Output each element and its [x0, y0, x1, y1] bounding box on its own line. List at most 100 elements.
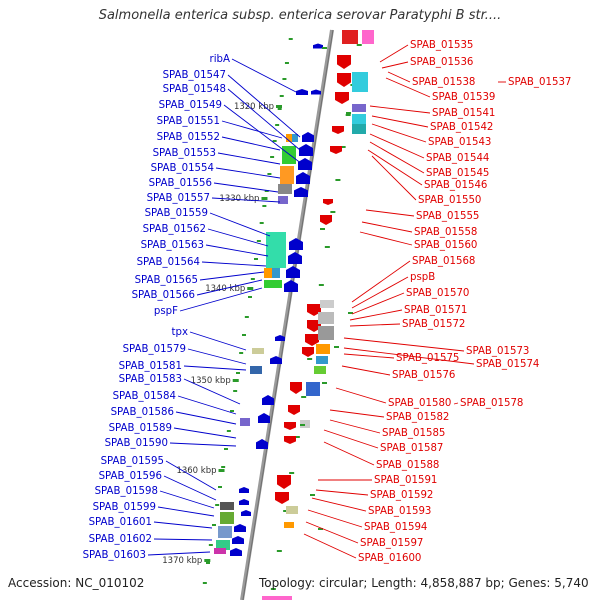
scale-tick-left	[221, 466, 226, 468]
gene-function-block	[282, 146, 296, 164]
left-label-leader-line	[201, 261, 267, 267]
right-label-leader-line	[351, 260, 411, 303]
left-label-leader-line	[227, 88, 301, 151]
scale-tick-left	[212, 524, 216, 526]
gene-function-block	[250, 366, 262, 374]
left-gene-label: SPAB_01590	[105, 438, 168, 449]
right-gene-label: SPAB_01587	[380, 443, 443, 454]
left-gene-label: SPAB_01563	[141, 240, 204, 251]
reverse-strand-gene-arrow	[286, 266, 300, 278]
reverse-strand-gene-arrow	[298, 158, 312, 170]
gene-marker-dot	[300, 424, 305, 426]
scale-tick-left	[226, 430, 231, 432]
reverse-strand-gene-arrow	[294, 187, 308, 197]
left-label-leader-line	[179, 287, 263, 312]
right-label-leader-line	[369, 105, 431, 114]
left-gene-label: SPAB_01598	[95, 486, 158, 497]
left-gene-label: SPAB_01564	[137, 257, 200, 268]
gene-function-block	[292, 134, 298, 142]
reverse-strand-gene-arrow	[296, 89, 308, 95]
left-label-leader-line	[223, 104, 303, 165]
gene-function-block	[252, 348, 264, 354]
left-gene-label: SPAB_01565	[135, 275, 198, 286]
left-gene-label: tpx	[172, 327, 189, 338]
left-gene-label: SPAB_01596	[99, 471, 162, 482]
right-label-leader-line	[315, 489, 369, 496]
left-gene-label: SPAB_01589	[109, 423, 172, 434]
left-label-leader-line	[221, 120, 283, 139]
left-gene-label: SPAB_01547	[163, 70, 226, 81]
left-gene-label: pspF	[154, 306, 178, 317]
right-label-leader-line	[311, 497, 367, 512]
gene-function-block	[278, 196, 288, 204]
right-gene-label: SPAB_01542	[430, 122, 493, 133]
right-gene-label: SPAB_01580	[388, 398, 451, 409]
left-gene-label: SPAB_01557	[147, 193, 210, 204]
right-gene-label: SPAB_01578	[460, 398, 523, 409]
scale-tick-left	[254, 258, 258, 260]
forward-strand-gene-arrow	[284, 422, 296, 430]
kbp-position-label: 1360 kbp	[176, 466, 216, 476]
kbp-position-tick	[232, 379, 239, 382]
right-label-leader-line	[349, 309, 403, 321]
gene-function-block	[218, 526, 232, 538]
scale-tick-right	[324, 246, 330, 248]
right-label-leader-line	[343, 337, 465, 352]
gene-function-block	[264, 280, 282, 288]
right-gene-label: SPAB_01594	[364, 522, 427, 533]
right-label-leader-line	[371, 155, 417, 201]
forward-strand-gene-arrow	[337, 73, 351, 87]
right-gene-label: SPAB_01555	[416, 211, 479, 222]
right-gene-label: SPAB_01600	[358, 553, 421, 564]
scale-tick-left	[288, 38, 293, 40]
left-label-leader-line	[173, 427, 237, 439]
gene-function-block	[318, 326, 334, 340]
right-label-leader-line	[361, 221, 413, 233]
gene-marker-dot	[322, 47, 327, 49]
scale-tick-right	[318, 284, 324, 286]
right-label-leader-line	[379, 44, 409, 63]
scale-tick-left	[250, 278, 255, 280]
gene-function-block	[342, 30, 358, 44]
right-label-leader-line	[365, 209, 415, 217]
right-gene-label: pspB	[410, 272, 435, 283]
left-label-leader-line	[153, 521, 213, 529]
left-gene-label: SPAB_01579	[123, 344, 186, 355]
right-gene-label: SPAB_01572	[402, 319, 465, 330]
left-label-leader-line	[217, 152, 281, 165]
reverse-strand-gene-arrow	[234, 524, 246, 532]
gene-function-block	[306, 382, 320, 396]
scale-tick-left	[239, 352, 244, 354]
scale-tick-left	[279, 95, 284, 97]
gene-marker-dot	[310, 494, 315, 496]
right-gene-label: SPAB_01568	[412, 256, 475, 267]
forward-strand-gene-arrow	[320, 215, 332, 225]
right-label-leader-line	[335, 387, 387, 404]
left-label-leader-line	[221, 136, 281, 151]
right-gene-label: SPAB_01588	[376, 460, 439, 471]
scale-tick-right	[335, 179, 341, 181]
reverse-strand-gene-arrow	[239, 487, 249, 493]
gene-function-block	[214, 548, 226, 554]
gene-function-block	[216, 540, 230, 550]
left-label-leader-line	[159, 490, 215, 509]
kbp-position-label: 1340 kbp	[205, 284, 245, 294]
forward-strand-gene-arrow	[330, 146, 342, 154]
scale-tick-left	[206, 562, 210, 564]
right-label-leader-line	[367, 149, 423, 186]
left-gene-label: SPAB_01581	[119, 361, 182, 372]
left-gene-label: SPAB_01549	[159, 100, 222, 111]
reverse-strand-gene-arrow	[299, 144, 313, 156]
right-label-leader-line	[359, 231, 413, 246]
gene-function-block	[352, 114, 366, 124]
right-gene-label: SPAB_01541	[432, 108, 495, 119]
forward-strand-gene-arrow	[307, 320, 321, 332]
left-gene-label: SPAB_01583	[119, 374, 182, 385]
gene-marker-dot	[346, 112, 351, 114]
right-gene-label: SPAB_01550	[418, 195, 481, 206]
scale-tick-left	[256, 240, 261, 242]
left-label-leader-line	[231, 58, 297, 93]
forward-strand-gene-arrow	[305, 334, 319, 346]
scale-tick-left	[230, 410, 234, 412]
